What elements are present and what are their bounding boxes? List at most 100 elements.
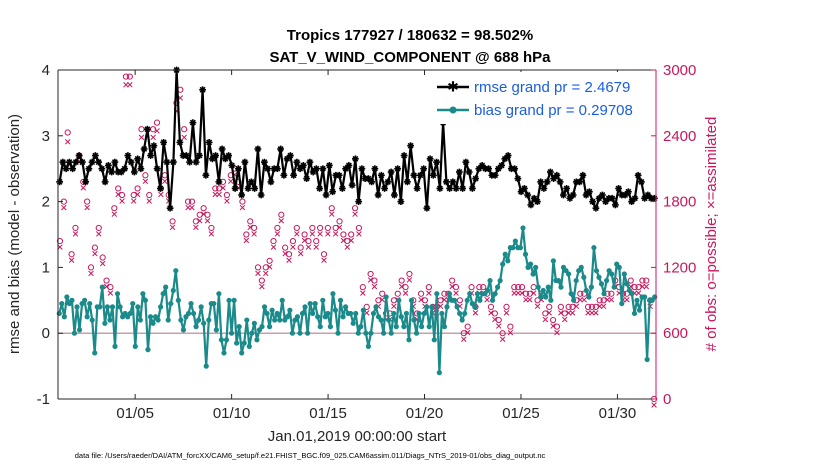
obs-possible-point	[417, 290, 425, 297]
bias-point	[636, 307, 643, 313]
rmse-point	[225, 152, 233, 159]
bias-point	[310, 310, 316, 317]
y-left-tick-label: 0	[42, 325, 50, 342]
bias-point	[616, 264, 622, 270]
bias-point	[196, 317, 202, 323]
obs-assimilated-point	[530, 290, 537, 296]
bias-point	[462, 310, 468, 317]
obs-assimilated-point	[290, 244, 296, 250]
obs-possible-point	[146, 191, 153, 199]
obs-assimilated-point	[561, 316, 568, 323]
obs-assimilated-point	[352, 211, 358, 217]
rmse-point	[429, 171, 437, 179]
bias-point	[59, 300, 65, 307]
bias-point	[527, 261, 534, 267]
footer-data-file: data file: /Users/raeder/DAI/ATM_forcXX/…	[75, 451, 546, 460]
obs-assimilated-point	[488, 310, 494, 316]
x-tick-label: 01/20	[406, 405, 444, 422]
bias-point	[241, 340, 247, 346]
left-y-axis-label: rmse and bias (model - observation)	[6, 114, 23, 354]
bias-point	[459, 317, 465, 323]
rmse-point	[160, 138, 168, 146]
obs-assimilated-point	[542, 316, 549, 323]
obs-possible-point	[181, 126, 188, 133]
bias-point	[609, 271, 615, 277]
obs-assimilated-point	[103, 283, 110, 290]
obs-assimilated-point	[573, 303, 580, 310]
bias-point	[391, 310, 397, 317]
obs-assimilated-point	[189, 204, 195, 211]
rmse-point	[426, 155, 434, 163]
obs-assimilated-point	[154, 128, 160, 134]
obs-possible-point	[359, 284, 366, 291]
rmse-point	[462, 158, 470, 166]
bias-point	[236, 324, 242, 330]
left-y-axis-ticks: -1 0 1 2 3 4	[37, 62, 63, 408]
rmse-point	[611, 201, 619, 209]
obs-possible-point	[596, 297, 603, 304]
obs-possible-point	[549, 316, 557, 324]
rmse-point	[273, 165, 281, 173]
bias-point	[644, 356, 650, 363]
obs-possible-point	[278, 211, 285, 218]
bias-point	[71, 330, 78, 336]
obs-possible-point	[266, 257, 273, 264]
bias-point	[500, 261, 506, 267]
rmse-point	[403, 178, 411, 186]
bias-point	[307, 300, 313, 307]
obs-assimilated-point	[181, 134, 187, 141]
obs-possible-point	[91, 244, 98, 251]
bias-point	[117, 304, 123, 310]
obs-assimilated-point	[519, 290, 525, 296]
y-left-tick-label: 1	[42, 259, 50, 276]
obs-assimilated-point	[305, 244, 312, 250]
obs-possible-point	[301, 231, 308, 238]
rmse-point	[576, 178, 584, 186]
rmse-point	[355, 198, 363, 205]
bias-point	[520, 225, 526, 231]
obs-possible-point	[324, 224, 331, 232]
legend-box	[430, 72, 654, 124]
bias-point	[137, 317, 143, 323]
rmse-point	[501, 155, 509, 163]
bias-point	[302, 304, 308, 310]
obs-possible-point	[487, 303, 495, 310]
rmse-point	[169, 158, 177, 166]
bias-point	[429, 304, 435, 310]
bias-point	[603, 277, 610, 284]
rmse-point	[212, 152, 220, 159]
obs-possible-point	[309, 224, 316, 232]
obs-assimilated-point	[196, 218, 203, 224]
rmse-point	[56, 178, 64, 186]
bias-point	[360, 307, 366, 313]
rmse-point	[364, 175, 372, 182]
rmse-point	[624, 188, 632, 196]
bias-point	[484, 287, 491, 294]
obs-assimilated-point	[534, 303, 541, 310]
x-tick-label: 01/25	[502, 405, 540, 422]
obs-possible-point	[515, 284, 522, 291]
obs-assimilated-point	[600, 303, 607, 310]
bias-point	[274, 310, 280, 317]
rmse-point	[533, 198, 541, 205]
bias-point	[140, 291, 146, 297]
obs-assimilated-point	[546, 310, 552, 316]
obs-possible-point	[503, 303, 510, 310]
rmse-point	[303, 175, 311, 182]
rmse-point	[286, 152, 294, 159]
obs-assimilated-point	[360, 290, 366, 296]
rmse-point	[140, 145, 148, 153]
obs-possible-point	[87, 264, 95, 271]
bias-point	[231, 297, 237, 303]
rmse-point	[247, 178, 255, 186]
obs-assimilated-point	[220, 185, 226, 191]
bias-point	[135, 304, 141, 310]
obs-possible-point	[336, 218, 343, 225]
obs-assimilated-point	[119, 198, 125, 204]
obs-assimilated-point	[158, 191, 164, 198]
bias-point	[320, 297, 326, 303]
bias-point	[454, 304, 460, 310]
bias-point	[533, 264, 539, 270]
rmse-point	[377, 171, 385, 179]
